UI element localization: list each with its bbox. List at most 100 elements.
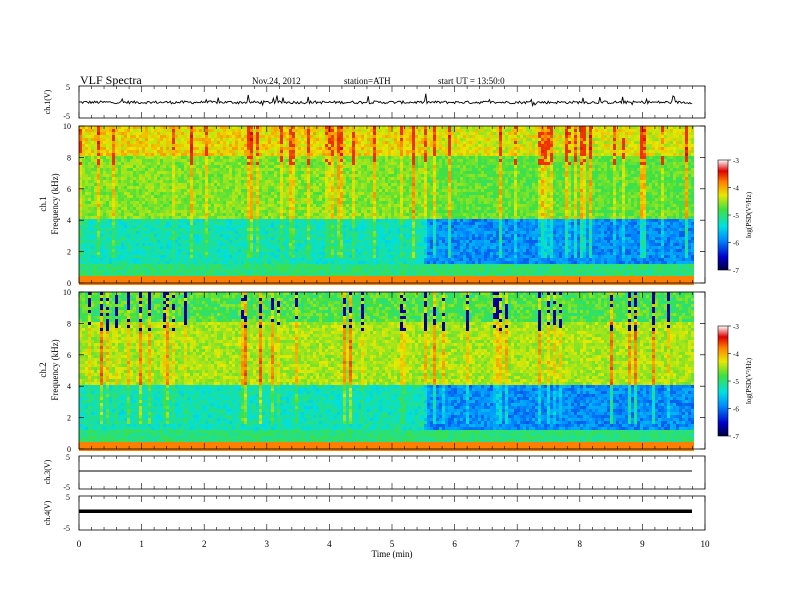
spectrogram-cell xyxy=(124,201,127,204)
spectrogram-cell xyxy=(85,195,88,198)
spectrogram-cell xyxy=(166,156,169,159)
spectrogram-cell xyxy=(115,198,118,201)
spectrogram-cell xyxy=(172,246,175,249)
spectrogram-cell xyxy=(118,255,121,258)
spectrogram-cell xyxy=(172,189,175,192)
spectrogram-cell xyxy=(235,255,238,258)
spectrogram-cell xyxy=(322,186,325,189)
spectrogram-cell xyxy=(271,246,274,249)
spectrogram-cell xyxy=(229,153,232,156)
spectrogram-cell xyxy=(208,261,211,264)
spectrogram-cell xyxy=(298,150,301,153)
spectrogram-cell xyxy=(88,198,91,201)
spectrogram-cell xyxy=(283,153,286,156)
spectrogram-cell xyxy=(328,225,331,228)
spectrogram-cell xyxy=(307,189,310,192)
spectrogram-cell xyxy=(151,165,154,168)
spectrogram-cell xyxy=(310,129,313,132)
spectrogram-cell xyxy=(283,267,286,270)
spectrogram-cell xyxy=(223,126,226,129)
spectrogram-cell xyxy=(154,213,157,216)
spectrogram-cell xyxy=(226,171,229,174)
spectrogram-cell xyxy=(196,210,199,213)
spectrogram-cell xyxy=(154,237,157,240)
spectrogram-cell xyxy=(313,216,316,219)
spectrogram-cell xyxy=(193,249,196,252)
spectrogram-cell xyxy=(271,198,274,201)
spectrogram-cell xyxy=(148,267,151,270)
spectrogram-cell xyxy=(175,147,178,150)
spectrogram-cell xyxy=(82,162,85,165)
spectrogram-cell xyxy=(304,210,307,213)
spectrogram-cell xyxy=(358,141,361,144)
spectrogram-cell xyxy=(295,171,298,174)
spectrogram-cell xyxy=(322,210,325,213)
spectrogram-cell xyxy=(202,210,205,213)
spectrogram-cell xyxy=(259,228,262,231)
spectrogram-cell xyxy=(286,225,289,228)
spectrogram-cell xyxy=(184,249,187,252)
spectrogram-cell xyxy=(184,132,187,135)
spectrogram-cell xyxy=(100,177,103,180)
spectrogram-cell xyxy=(118,180,121,183)
spectrogram-cell xyxy=(271,240,274,243)
spectrogram-cell xyxy=(175,237,178,240)
spectrogram-cell xyxy=(280,144,283,147)
spectrogram-cell xyxy=(265,213,268,216)
spectrogram-cell xyxy=(316,276,319,279)
spectrogram-cell xyxy=(325,246,328,249)
spectrogram-cell xyxy=(199,132,202,135)
spectrogram-cell xyxy=(190,258,193,261)
spectrogram-cell xyxy=(103,192,106,195)
spectrogram-cell xyxy=(169,249,172,252)
spectrogram-cell xyxy=(352,192,355,195)
spectrogram-cell xyxy=(181,243,184,246)
spectrogram-cell xyxy=(259,234,262,237)
spectrogram-cell xyxy=(106,273,109,276)
spectrogram-cell xyxy=(163,231,166,234)
spectrogram-cell xyxy=(358,147,361,150)
spectrogram-cell xyxy=(130,198,133,201)
spectrogram-cell xyxy=(184,195,187,198)
spectrogram-cell xyxy=(250,243,253,246)
spectrogram-cell xyxy=(319,225,322,228)
spectrogram-cell xyxy=(346,255,349,258)
spectrogram-cell xyxy=(82,228,85,231)
spectrogram-cell xyxy=(316,282,319,285)
date-label: Nov.24, 2012 xyxy=(252,76,301,86)
spectrogram-cell xyxy=(88,129,91,132)
spectrogram-cell xyxy=(250,129,253,132)
spectrogram-cell xyxy=(175,195,178,198)
spectrogram-cell xyxy=(322,183,325,186)
spectrogram-cell xyxy=(277,195,280,198)
spectrogram-cell xyxy=(199,171,202,174)
spectrogram-cell xyxy=(136,243,139,246)
spectrogram-cell xyxy=(241,231,244,234)
spectrogram-cell xyxy=(85,192,88,195)
spectrogram-cell xyxy=(307,282,310,285)
spectrogram-cell xyxy=(139,180,142,183)
spectrogram-cell xyxy=(325,129,328,132)
spectrogram-cell xyxy=(103,255,106,258)
spectrogram-cell xyxy=(346,237,349,240)
spectrogram-cell xyxy=(238,216,241,219)
spectrogram-cell xyxy=(268,162,271,165)
spectrogram-cell xyxy=(106,147,109,150)
spectrogram-cell xyxy=(106,282,109,285)
spectrogram-cell xyxy=(340,138,343,141)
spectrogram-cell xyxy=(268,201,271,204)
spectrogram-cell xyxy=(322,126,325,129)
spectrogram-cell xyxy=(187,180,190,183)
spectrogram-cell xyxy=(223,171,226,174)
spectrogram-cell xyxy=(199,264,202,267)
spectrogram-cell xyxy=(313,258,316,261)
spectrogram-cell xyxy=(271,252,274,255)
ch1-spectrogram-image xyxy=(79,126,694,285)
spectrogram-cell xyxy=(241,222,244,225)
spectrogram-cell xyxy=(328,249,331,252)
spectrogram-cell xyxy=(157,177,160,180)
spectrogram-cell xyxy=(274,156,277,159)
spectrogram-cell xyxy=(157,282,160,285)
spectrogram-cell xyxy=(304,213,307,216)
spectrogram-cell xyxy=(265,162,268,165)
